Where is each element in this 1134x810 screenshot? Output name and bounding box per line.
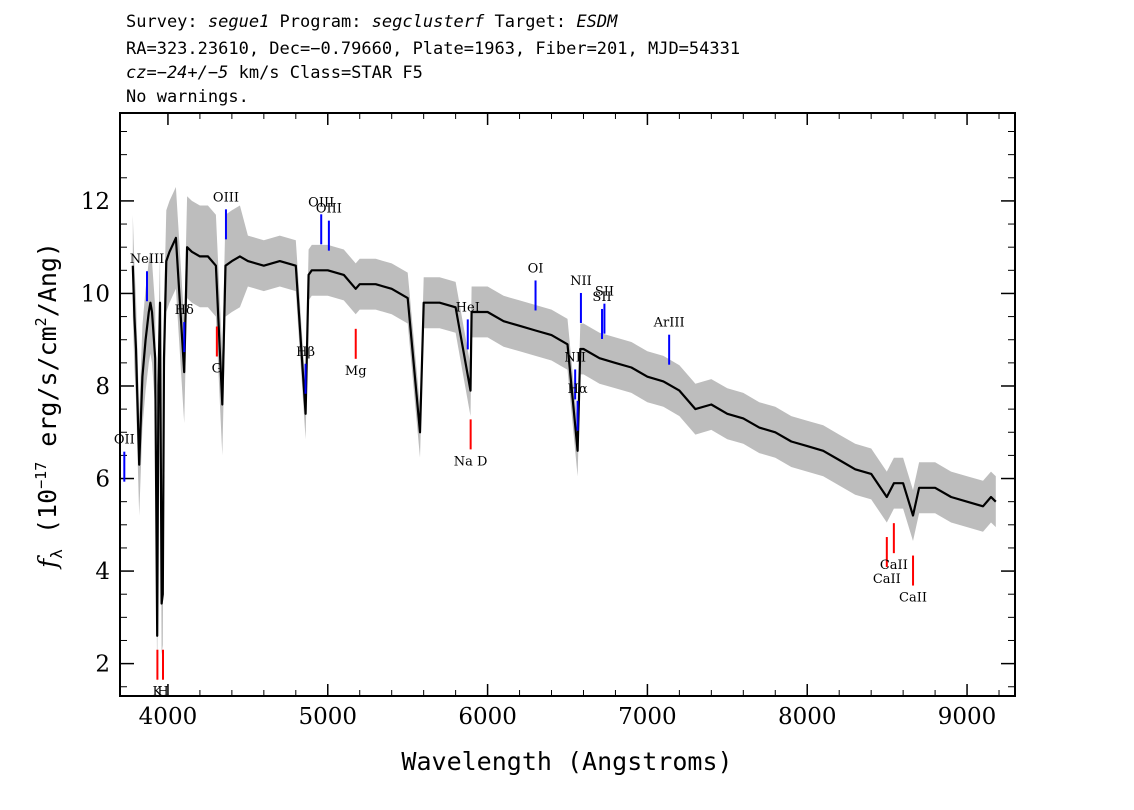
y-tick-label: 4: [95, 559, 110, 585]
y-label-open: (10: [33, 489, 62, 549]
y-label-exp: −17: [32, 462, 50, 489]
absorption-line-label: H: [157, 685, 168, 700]
x-axis-label: Wavelength (Angstroms): [401, 747, 732, 776]
survey-value: segue1: [207, 12, 270, 32]
y-tick-label: 10: [81, 281, 110, 307]
absorption-line-label: Na D: [454, 454, 488, 469]
emission-line-label: OIII: [213, 190, 239, 205]
emission-line-label: OIII: [308, 195, 334, 210]
x-tick-label: 9000: [938, 704, 997, 730]
y-label-close: /Ang): [33, 242, 62, 317]
class-text: km/s Class=STAR F5: [228, 63, 423, 83]
emission-line-label: ArIII: [653, 316, 685, 331]
program-label: Program:: [269, 12, 372, 32]
emission-line-label: NII: [564, 350, 586, 365]
absorption-line-label: K: [153, 685, 163, 700]
program-value: segclusterf: [371, 12, 485, 32]
emission-line-label: OIII: [316, 202, 342, 217]
emission-line-label: NII: [570, 274, 592, 289]
emission-line-label: Hα: [568, 382, 588, 397]
target-value: ESDM: [576, 12, 618, 32]
x-tick-label: 4000: [139, 704, 198, 730]
plot-frame: [119, 112, 1016, 697]
absorption-line-label: CaII: [873, 572, 901, 587]
emission-line-label: SII: [595, 285, 614, 300]
y-tick-label: 12: [81, 189, 110, 215]
header-line-1: Survey: segue1 Program: segclusterf Targ…: [126, 12, 617, 32]
y-label-mid: erg/s/cm: [33, 326, 62, 461]
emission-line-label: Hδ: [175, 303, 194, 318]
emission-line-label: NeIII: [130, 252, 164, 267]
y-label-exp2: 2: [32, 317, 50, 326]
cz-value: cz=−24+/−5: [126, 63, 229, 83]
x-tick-label: 5000: [298, 704, 357, 730]
absorption-line-label: CaII: [880, 558, 908, 573]
header-line-4: No warnings.: [126, 87, 249, 107]
x-tick-label: 7000: [618, 704, 677, 730]
emission-line-label: Hβ: [296, 345, 315, 360]
y-label-sub: λ: [47, 549, 66, 559]
y-tick-label: 8: [95, 374, 110, 400]
absorption-line-label: G: [212, 362, 222, 377]
header-line-2: RA=323.23610, Dec=−0.79660, Plate=1963, …: [126, 39, 741, 59]
y-tick-label: 6: [95, 467, 110, 493]
emission-line-label: HeI: [456, 300, 480, 315]
absorption-line-label: CaII: [899, 591, 927, 606]
y-axis-label: fλ (10−17 erg/s/cm2/Ang): [32, 242, 66, 570]
target-label: Target:: [484, 12, 577, 32]
x-tick-label: 8000: [778, 704, 837, 730]
y-tick-label: 2: [95, 652, 110, 678]
y-label-f: f: [33, 555, 62, 570]
absorption-line-label: Mg: [345, 364, 367, 379]
x-tick-label: 6000: [458, 704, 517, 730]
emission-line-label: OI: [528, 261, 544, 276]
flux-line: [131, 236, 997, 637]
error-band: [132, 187, 996, 687]
header-line-3: cz=−24+/−5 km/s Class=STAR F5: [126, 63, 423, 83]
emission-line-label: OII: [114, 433, 135, 448]
survey-label: Survey:: [126, 12, 208, 32]
emission-line-label: SII: [592, 290, 611, 305]
